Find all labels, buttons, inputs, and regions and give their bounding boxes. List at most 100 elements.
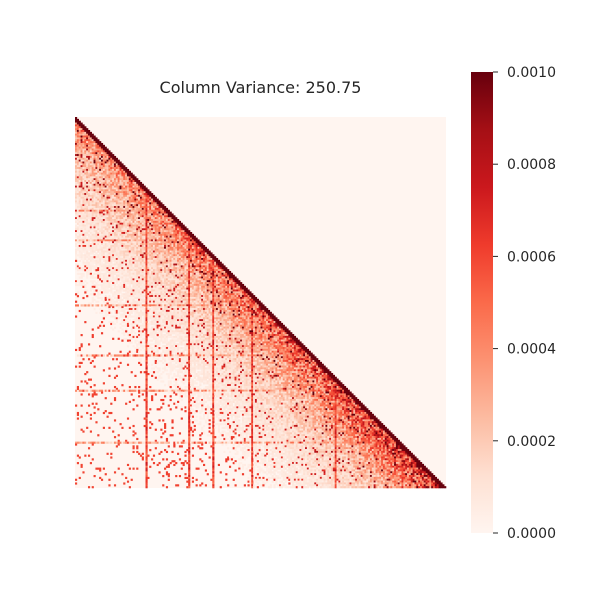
heatmap-cell — [80, 191, 83, 194]
heatmap-cell — [125, 287, 128, 290]
heatmap-cell — [143, 222, 146, 225]
heatmap-cell — [108, 176, 111, 179]
heatmap-cell — [102, 254, 105, 257]
heatmap-cell — [164, 228, 167, 231]
heatmap-cell — [75, 304, 78, 307]
heatmap-cell — [126, 176, 130, 179]
heatmap-cell — [75, 146, 78, 149]
heatmap-cell — [152, 263, 156, 266]
heatmap-cell — [102, 150, 105, 153]
heatmap-cell — [104, 155, 107, 159]
heatmap-cell — [145, 224, 148, 227]
heatmap-cell — [197, 302, 200, 305]
heatmap-cell — [141, 187, 144, 190]
heatmap-cell — [93, 267, 96, 270]
heatmap-cell — [162, 228, 165, 231]
heatmap-cell — [115, 161, 118, 164]
heatmap-cell — [156, 250, 159, 253]
heatmap-cell — [219, 280, 222, 283]
heatmap-cell — [75, 165, 78, 168]
heatmap-cell — [141, 239, 144, 242]
heatmap-cell — [95, 141, 98, 144]
heatmap-cell — [119, 270, 122, 274]
heatmap-cell — [208, 256, 211, 259]
heatmap-cell — [177, 243, 180, 246]
heatmap-cell — [180, 259, 183, 262]
heatmap-cell — [75, 241, 78, 244]
heatmap-cell — [84, 148, 87, 151]
heatmap-cell — [104, 172, 107, 175]
heatmap-cell — [238, 302, 241, 305]
heatmap-cell — [130, 246, 133, 249]
heatmap-cell — [80, 142, 83, 146]
heatmap-cell — [190, 276, 193, 279]
heatmap-cell — [132, 263, 135, 266]
heatmap-cell — [134, 193, 137, 196]
heatmap-cell — [117, 285, 120, 288]
heatmap-cell — [177, 226, 180, 229]
heatmap-cell — [136, 204, 139, 207]
heatmap-cell — [100, 194, 104, 198]
heatmap-cell — [158, 254, 161, 257]
heatmap-cell — [102, 280, 105, 283]
heatmap-cell — [184, 232, 187, 235]
heatmap-cell — [165, 239, 169, 242]
heatmap-cell — [149, 191, 152, 194]
heatmap-cell — [95, 252, 98, 255]
heatmap-cell — [95, 220, 98, 224]
heatmap-cell — [234, 291, 237, 294]
heatmap-cell — [145, 237, 148, 240]
heatmap-cell — [191, 291, 195, 294]
heatmap-cell — [178, 257, 182, 261]
heatmap-cell — [102, 200, 105, 203]
heatmap-cell — [156, 270, 159, 274]
heatmap-cell — [106, 176, 109, 179]
heatmap-cell — [147, 220, 150, 224]
heatmap-cell — [97, 257, 100, 261]
heatmap-cell — [80, 159, 83, 162]
heatmap-cell — [104, 224, 107, 227]
heatmap-cell — [108, 295, 111, 298]
heatmap-cell — [232, 291, 235, 294]
heatmap-cell — [177, 285, 180, 288]
heatmap-cell — [86, 245, 89, 248]
heatmap-cell — [97, 291, 100, 294]
heatmap-cell — [126, 296, 130, 300]
heatmap-cell — [132, 228, 135, 231]
heatmap-cell — [89, 202, 92, 205]
heatmap-cell — [188, 293, 191, 296]
heatmap-cell — [102, 272, 105, 275]
heatmap-cell — [117, 215, 120, 218]
heatmap-cell — [158, 228, 161, 231]
heatmap-cell — [182, 265, 185, 268]
heatmap-cell — [156, 213, 159, 216]
heatmap-cell — [169, 296, 172, 300]
heatmap-cell — [95, 257, 98, 261]
heatmap-cell — [84, 304, 87, 307]
heatmap-cell — [134, 217, 137, 220]
heatmap-cell — [199, 250, 202, 253]
heatmap-cell — [141, 219, 144, 222]
heatmap-cell — [203, 248, 206, 251]
heatmap-cell — [75, 263, 78, 266]
heatmap-cell — [134, 289, 137, 292]
heatmap-cell — [138, 185, 141, 188]
heatmap-cell — [104, 148, 107, 151]
heatmap-cell — [160, 289, 163, 292]
heatmap-cell — [175, 289, 178, 292]
heatmap-cell — [141, 211, 144, 214]
heatmap-cell — [180, 263, 183, 266]
heatmap-cell — [149, 230, 152, 233]
heatmap-cell — [121, 257, 124, 261]
heatmap-cell — [136, 213, 139, 216]
heatmap-cell — [223, 296, 226, 300]
heatmap-cell — [113, 276, 117, 279]
heatmap-cell — [110, 180, 113, 183]
heatmap-cell — [97, 272, 100, 275]
heatmap-cell — [186, 259, 189, 262]
heatmap-cell — [139, 219, 143, 222]
heatmap-cell — [113, 252, 117, 255]
heatmap-cell — [175, 222, 178, 225]
heatmap-cell — [119, 298, 122, 301]
heatmap-cell — [75, 139, 78, 142]
